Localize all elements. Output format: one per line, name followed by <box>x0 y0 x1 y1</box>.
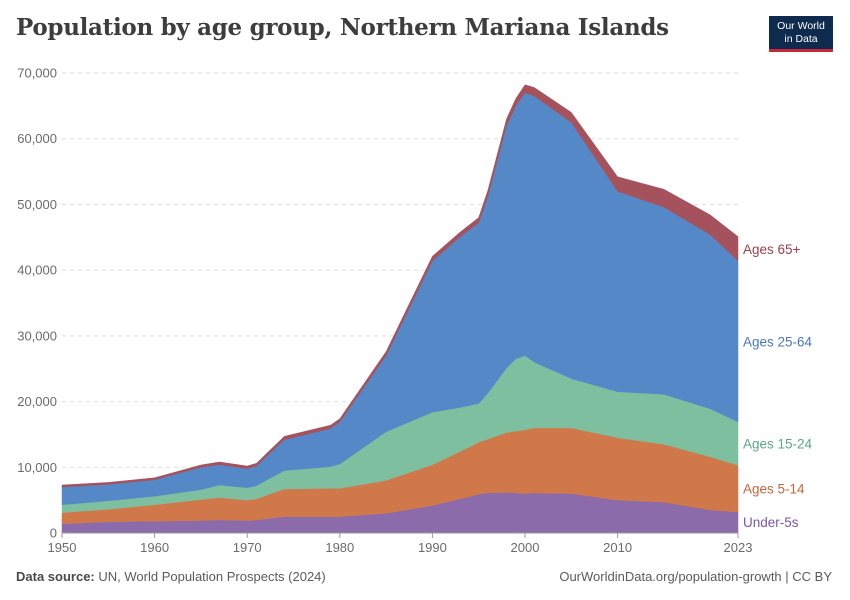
series-label-ages-15-24: Ages 15-24 <box>743 437 813 452</box>
y-tick-label: 0 <box>50 526 57 541</box>
data-source-text: UN, World Population Prospects (2024) <box>98 569 326 584</box>
series-labels: Under-5s Ages 5-14 Ages 15-24 Ages 25-64 Age… <box>743 242 813 530</box>
x-tick-label: 2023 <box>724 540 753 555</box>
logo-line-2: in Data <box>784 33 818 45</box>
series-label-ages-65-: Ages 65+ <box>743 242 801 257</box>
x-tick-label: 1950 <box>48 540 77 555</box>
y-tick-label: 20,000 <box>17 394 57 409</box>
stacked-areas <box>61 84 739 534</box>
owid-logo[interactable]: Our World in Data <box>769 16 833 52</box>
y-tick-label: 60,000 <box>17 131 57 146</box>
y-tick-label: 10,000 <box>17 460 57 475</box>
area-ages-65-[interactable] <box>61 84 739 488</box>
x-tick-label: 2010 <box>603 540 632 555</box>
x-tick-label: 1980 <box>325 540 354 555</box>
chart-title: Population by age group, Northern Marian… <box>16 14 669 41</box>
x-tick-label: 1960 <box>140 540 169 555</box>
x-tick-label: 2000 <box>511 540 540 555</box>
x-axis: 1950 1960 1970 1980 1990 2000 2010 2023 <box>48 532 753 555</box>
y-tick-label: 30,000 <box>17 328 57 343</box>
x-tick-label: 1970 <box>233 540 262 555</box>
series-label-ages-5-14: Ages 5-14 <box>743 482 805 497</box>
series-label-under-5s: Under-5s <box>743 515 799 530</box>
y-tick-label: 70,000 <box>17 66 57 81</box>
series-label-ages-25-64: Ages 25-64 <box>743 334 813 349</box>
source-url[interactable]: OurWorldinData.org/population-growth | C… <box>559 569 832 584</box>
x-tick-label: 1990 <box>418 540 447 555</box>
logo-line-1: Our World <box>777 20 825 32</box>
data-source: Data source: UN, World Population Prospe… <box>16 569 326 584</box>
y-axis-ticks: 0 10,000 20,000 30,000 40,000 50,000 60,000 70,… <box>17 66 57 541</box>
y-tick-label: 40,000 <box>17 263 57 278</box>
data-source-label: Data source: <box>16 569 95 584</box>
y-tick-label: 50,000 <box>17 197 57 212</box>
